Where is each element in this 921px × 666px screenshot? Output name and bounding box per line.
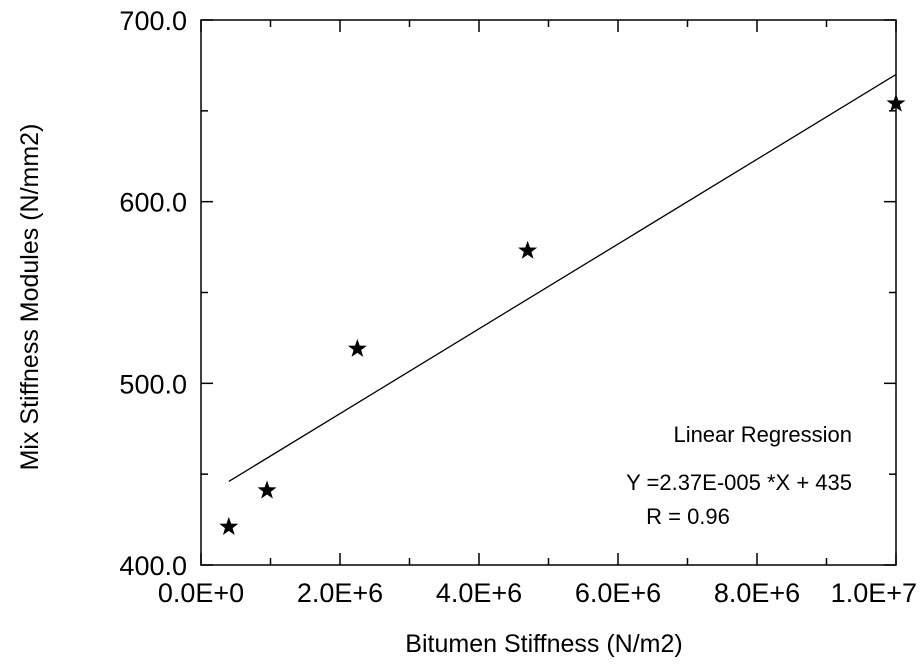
data-point-star bbox=[258, 481, 277, 499]
regression-heading: Linear Regression bbox=[673, 422, 852, 447]
x-tick-label: 4.0E+6 bbox=[436, 578, 522, 608]
y-tick-label: 500.0 bbox=[119, 369, 187, 399]
regression-equation: Y =2.37E-005 *X + 435 bbox=[626, 470, 852, 495]
y-axis-label: Mix Stiffness Modules (N/mm2) bbox=[16, 124, 44, 471]
regression-r-value: R = 0.96 bbox=[646, 504, 730, 529]
data-point-star bbox=[219, 517, 238, 535]
x-tick-label: 1.0E+7 bbox=[831, 578, 917, 608]
y-axis-tick-labels: 400.0 500.0 600.0 700.0 bbox=[119, 6, 187, 581]
x-axis-tick-labels: 0.0E+0 2.0E+6 4.0E+6 6.0E+6 8.0E+6 1.0E+7 bbox=[158, 578, 917, 608]
x-tick-label: 2.0E+6 bbox=[297, 578, 383, 608]
x-axis-label: Bitumen Stiffness (N/m2) bbox=[405, 630, 682, 658]
x-tick-label: 6.0E+6 bbox=[575, 578, 661, 608]
y-tick-label: 600.0 bbox=[119, 188, 187, 218]
data-point-star bbox=[518, 241, 537, 259]
data-point-star bbox=[348, 339, 367, 357]
x-tick-label: 8.0E+6 bbox=[714, 578, 800, 608]
y-tick-label: 700.0 bbox=[119, 6, 187, 36]
data-points bbox=[219, 94, 905, 535]
regression-line bbox=[229, 75, 896, 482]
x-tick-label: 0.0E+0 bbox=[158, 578, 244, 608]
y-tick-label: 400.0 bbox=[119, 551, 187, 581]
